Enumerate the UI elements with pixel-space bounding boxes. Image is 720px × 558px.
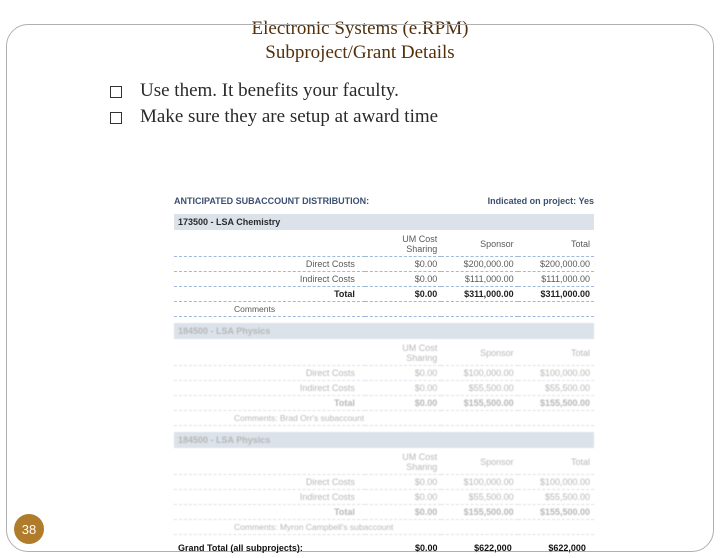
page-number: 38 bbox=[22, 522, 36, 537]
account-table: UM Cost SharingSponsorTotalDirect Costs$… bbox=[174, 450, 594, 535]
section-header: ANTICIPATED SUBACCOUNT DISTRIBUTION: Ind… bbox=[174, 194, 594, 208]
grand-total-row: Grand Total (all subprojects): $0.00 $62… bbox=[174, 541, 594, 555]
grand-total-label: Grand Total (all subprojects): bbox=[178, 543, 363, 553]
account-header: 173500 - LSA Chemistry bbox=[174, 214, 594, 230]
account-table: UM Cost SharingSponsorTotalDirect Costs$… bbox=[174, 232, 594, 317]
grand-total-sponsor: $622,000 bbox=[438, 543, 512, 553]
grand-total-um: $0.00 bbox=[363, 543, 437, 553]
account-header: 184500 - LSA Physics bbox=[174, 323, 594, 339]
account-table: UM Cost SharingSponsorTotalDirect Costs$… bbox=[174, 341, 594, 426]
section-header-right: Indicated on project: Yes bbox=[488, 196, 594, 206]
grand-total-total: $622,000 bbox=[512, 543, 586, 553]
account-header: 184500 - LSA Physics bbox=[174, 432, 594, 448]
screenshot-region: ANTICIPATED SUBACCOUNT DISTRIBUTION: Ind… bbox=[174, 194, 594, 555]
section-header-left: ANTICIPATED SUBACCOUNT DISTRIBUTION: bbox=[174, 196, 369, 206]
